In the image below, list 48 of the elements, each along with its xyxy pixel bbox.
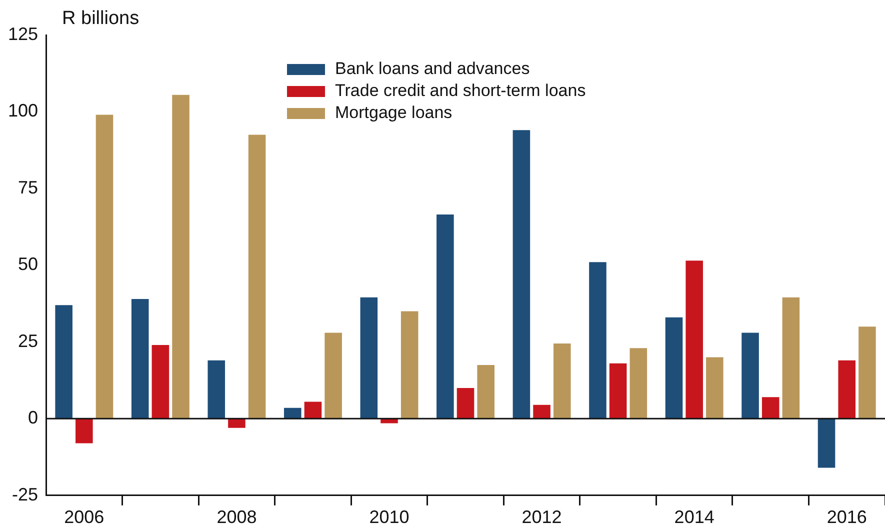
- bar: [762, 397, 780, 419]
- legend-label: Trade credit and short-term loans: [335, 81, 586, 100]
- bar: [477, 364, 494, 419]
- bar: [589, 262, 606, 419]
- x-tick-label: 2008: [216, 507, 257, 528]
- bar: [152, 345, 170, 419]
- bar: [609, 363, 627, 419]
- bar: [533, 404, 550, 419]
- legend-label: Mortgage loans: [335, 103, 452, 122]
- bar: [456, 388, 474, 419]
- bar: [512, 130, 530, 419]
- bar: [76, 418, 93, 444]
- bar: [686, 260, 703, 419]
- x-tick-label: 2006: [64, 507, 104, 528]
- bar: [706, 357, 724, 419]
- y-tick-label: 75: [18, 177, 38, 198]
- bar: [742, 332, 759, 419]
- bar: [55, 305, 72, 419]
- bar: [858, 326, 876, 419]
- x-tick-label: 2012: [522, 507, 562, 528]
- bar: [630, 348, 648, 419]
- bar: [96, 114, 114, 419]
- bar: [304, 402, 322, 419]
- y-tick-label: 50: [18, 254, 38, 274]
- bar: [208, 360, 226, 419]
- bar: [131, 298, 149, 419]
- bar: [400, 311, 418, 419]
- y-tick-label: -25: [12, 484, 38, 504]
- y-tick-label: 25: [18, 330, 38, 351]
- bar: [436, 214, 454, 419]
- bar: [324, 332, 342, 419]
- bar: [782, 297, 800, 419]
- legend-label: Bank loans and advances: [335, 59, 530, 78]
- y-tick-label: 100: [8, 100, 38, 121]
- x-tick-label: 2016: [826, 507, 867, 528]
- bar: [284, 408, 302, 419]
- y-tick-label: 125: [8, 24, 38, 44]
- bar: [553, 343, 571, 419]
- bar: [838, 360, 856, 419]
- x-tick-label: 2014: [674, 507, 714, 528]
- bar: [818, 418, 836, 468]
- y-tick-label: 0: [28, 408, 38, 428]
- x-tick-label: 2010: [369, 507, 410, 528]
- bar: [665, 317, 683, 419]
- bar: [172, 94, 190, 419]
- y-axis-title: R billions: [62, 8, 140, 30]
- bar: [360, 297, 378, 419]
- bar: [248, 134, 266, 419]
